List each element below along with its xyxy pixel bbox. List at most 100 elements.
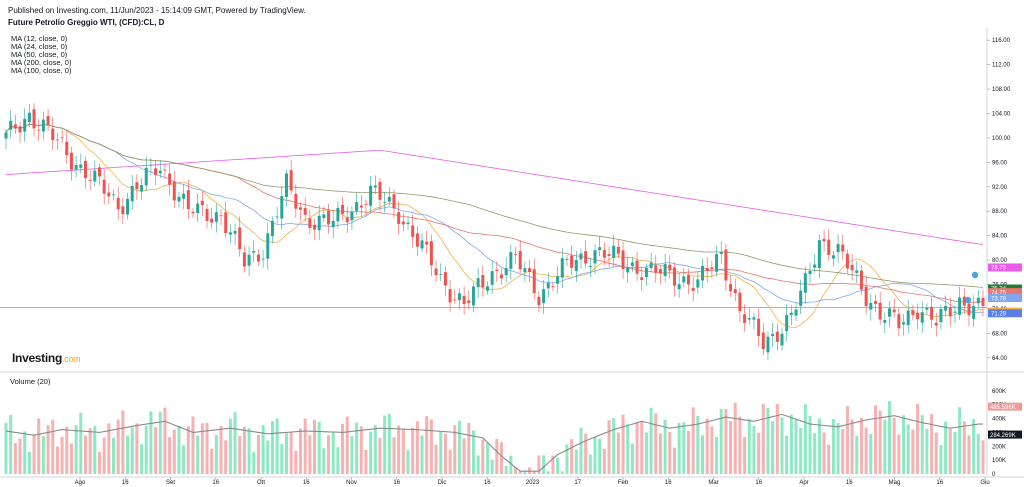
volume-bar	[939, 445, 943, 474]
volume-bar	[616, 432, 620, 474]
volume-bar	[425, 416, 429, 474]
volume-bar	[729, 421, 733, 474]
volume-bar	[574, 449, 578, 474]
volume-bar	[836, 422, 840, 474]
volume-bar	[668, 431, 672, 474]
price-badge	[988, 309, 1022, 318]
price-badge-label: 73.78	[991, 296, 1007, 302]
volume-bar	[107, 423, 111, 474]
ma-100-line	[5, 123, 984, 288]
volume-bar	[934, 432, 938, 474]
candle-body	[873, 301, 877, 304]
candles	[4, 103, 985, 361]
candle-body	[794, 309, 798, 316]
volume-bar	[434, 444, 438, 474]
volume-bars	[4, 401, 985, 474]
candle-body	[420, 240, 424, 249]
candle-body	[242, 252, 246, 267]
candle-body	[130, 185, 134, 202]
candle-body	[294, 193, 298, 209]
volume-bar	[724, 409, 728, 474]
price-tick-label: 116.00	[992, 38, 1011, 44]
volume-bar	[383, 415, 387, 474]
volume-bar	[23, 431, 27, 474]
candle-body	[542, 289, 546, 304]
price-badges: 78.7975.3474.7573.7871.5771.29485.596K28…	[964, 263, 1022, 439]
candle-body	[490, 271, 494, 285]
time-tick-label: 16	[936, 480, 943, 486]
time-tick-label: Nov	[346, 480, 357, 486]
volume-bar	[495, 438, 499, 474]
time-tick-label: Ago	[75, 480, 86, 486]
volume-bar	[158, 411, 162, 474]
volume-bar	[387, 413, 391, 474]
candle-body	[252, 250, 256, 253]
volume-bar	[317, 421, 321, 474]
candle-body	[462, 295, 466, 305]
candle-body	[219, 215, 223, 217]
volume-bar	[74, 425, 78, 474]
volume-bar	[294, 450, 298, 474]
candle-body	[345, 217, 349, 223]
volume-bar	[46, 425, 50, 474]
volume-bar	[930, 414, 934, 474]
volume-bar	[752, 425, 756, 474]
candle-body	[888, 308, 892, 317]
volume-bar	[757, 432, 761, 474]
candle-body	[401, 221, 405, 225]
volume-bar	[817, 418, 821, 474]
candle-body	[448, 289, 452, 303]
candle-body	[579, 253, 583, 260]
candle-body	[621, 250, 625, 270]
volume-bar	[275, 418, 279, 474]
candle-body	[210, 218, 214, 223]
volume-bar	[514, 467, 518, 474]
candle-body	[906, 310, 910, 326]
candle-body	[743, 314, 747, 324]
volume-badge	[988, 402, 1022, 411]
ma-legend-item-200: MA (200, close, 0)	[11, 58, 72, 67]
volume-tick-label: 600K	[992, 389, 1006, 395]
candle-body	[350, 211, 354, 221]
candle-body	[785, 315, 789, 332]
volume-bar	[453, 425, 457, 474]
price-badge-label: 74.75	[991, 290, 1007, 296]
volume-bar	[663, 419, 667, 474]
candle-body	[532, 269, 536, 294]
volume-bar	[584, 433, 588, 474]
volume-bar	[602, 448, 606, 474]
volume-bar	[672, 447, 676, 474]
axes: 116.00 112.00 108.00 104.00 100.00 96.00 92.00…	[75, 38, 1011, 486]
candle-body	[55, 139, 59, 141]
time-tick-label: Feb	[618, 480, 629, 486]
price-tick-label: 64.00	[992, 356, 1008, 362]
volume-bar	[747, 419, 751, 474]
candle-body	[635, 260, 639, 274]
volume-bar	[962, 421, 966, 474]
volume-bar	[51, 419, 55, 474]
candle-body	[18, 126, 22, 133]
price-badge	[988, 294, 1022, 303]
candle-body	[841, 244, 845, 252]
volume-bar	[406, 449, 410, 474]
volume-bar	[677, 422, 681, 474]
candle-body	[607, 254, 611, 256]
volume-bar	[373, 425, 377, 474]
volume-bar	[607, 420, 611, 474]
volume-bar	[224, 440, 228, 474]
volume-bar	[621, 414, 625, 474]
ma-12-line	[5, 123, 984, 328]
candle-body	[504, 268, 508, 276]
candle-body	[551, 286, 555, 288]
candle-body	[944, 305, 948, 311]
volume-bar	[481, 439, 485, 474]
volume-bar	[570, 439, 574, 474]
price-badge	[988, 288, 1022, 297]
candle-body	[74, 165, 78, 170]
candle-body	[682, 276, 686, 283]
volume-bar	[626, 424, 630, 474]
candle-body	[948, 307, 952, 317]
volume-bar	[93, 425, 97, 474]
candle-body	[163, 169, 167, 171]
